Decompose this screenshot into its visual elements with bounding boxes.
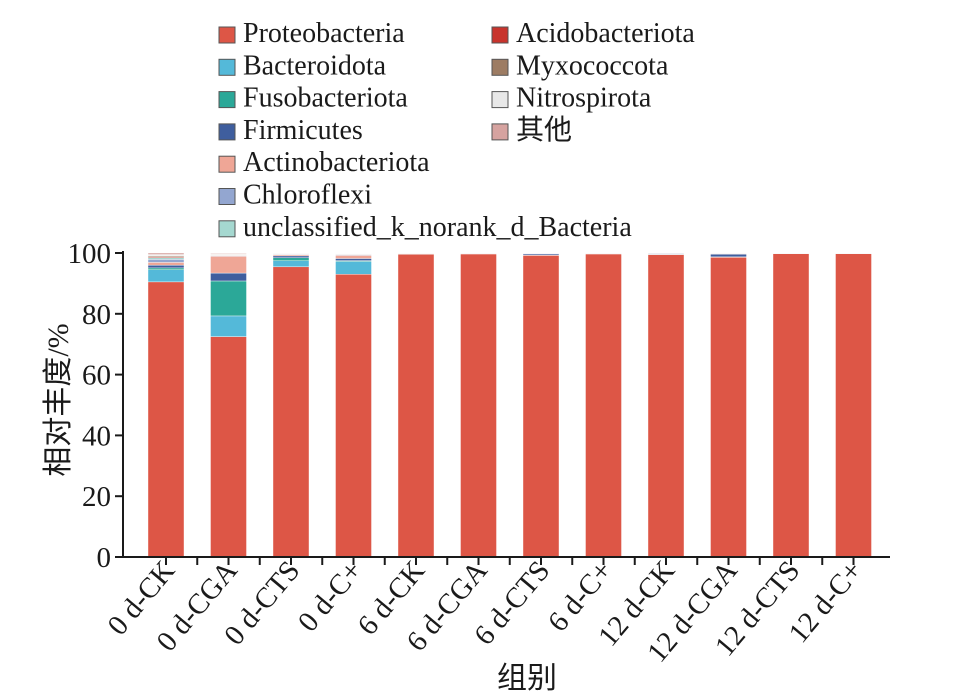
bar-segment [210, 315, 247, 337]
bar-segment [272, 266, 310, 558]
bar-segment [647, 254, 685, 558]
y-tick-label: 80 [82, 299, 111, 331]
bar-segment [335, 274, 372, 558]
bar-segment [710, 253, 747, 258]
y-axis-ticks: 0 20 40 60 80 100 [68, 238, 123, 574]
legend-swatch [491, 123, 509, 141]
bar-segment [835, 253, 872, 558]
x-axis-title: 组别 [497, 662, 557, 695]
bar-segment [522, 255, 560, 558]
legend: ProteobacteriaBacteroidotaFusobacteriota… [218, 18, 695, 243]
legend-swatch [218, 188, 236, 205]
legend-swatch [218, 123, 236, 141]
legend-swatch [218, 220, 236, 238]
bar-segment [147, 264, 185, 269]
legend-label: 其他 [516, 114, 572, 146]
legend-label: Proteobacteria [243, 18, 405, 49]
bar-segment [272, 255, 310, 258]
bar-segment [272, 260, 310, 268]
y-axis-title: 相对丰度/% [42, 323, 75, 476]
y-tick-label: 60 [82, 360, 111, 392]
legend-label: Fusobacteriota [243, 83, 408, 114]
bar-segment [147, 267, 185, 270]
axes [122, 251, 890, 558]
bar-segment [210, 336, 247, 558]
bar-segment [460, 253, 497, 558]
legend-label: Actinobacteriota [243, 147, 430, 178]
bar-segment [147, 262, 185, 266]
y-tick-label: 20 [82, 481, 111, 513]
legend-swatch [218, 58, 236, 76]
y-tick-label: 0 [97, 542, 112, 574]
bar-segment [147, 259, 185, 263]
bar-segment [210, 256, 247, 274]
legend-swatch [491, 26, 509, 44]
bars [147, 252, 872, 558]
bar-segment [272, 257, 310, 261]
legend-label: Chloroflexi [243, 180, 372, 211]
y-tick-label: 40 [82, 420, 111, 452]
legend-swatch [491, 91, 509, 109]
bar-segment [147, 257, 185, 260]
legend-swatch [218, 155, 236, 173]
bar-segment [710, 257, 747, 558]
bar-segment [397, 254, 435, 558]
bar-segment [585, 253, 622, 558]
bar-segment [772, 253, 810, 558]
bar-segment [210, 252, 247, 254]
legend-label: unclassified_k_norank_d_Bacteria [243, 212, 632, 243]
bar-segment [147, 269, 185, 283]
bar-segment [210, 272, 247, 282]
bar-segment [335, 261, 372, 275]
bar-segment [210, 280, 247, 317]
bar-segment [147, 252, 185, 255]
legend-swatch [491, 58, 509, 76]
legend-label: Nitrospirota [516, 83, 652, 114]
bar-segment [147, 281, 185, 558]
bar-segment [335, 258, 372, 261]
y-tick-label: 100 [68, 238, 112, 270]
bar-segment [335, 255, 372, 259]
legend-label: Firmicutes [243, 115, 363, 146]
legend-label: Myxococcota [516, 50, 669, 81]
legend-label: Bacteroidota [243, 50, 387, 81]
legend-label: Acidobacteriota [516, 18, 695, 49]
legend-swatch [218, 91, 236, 109]
legend-swatch [218, 26, 236, 44]
